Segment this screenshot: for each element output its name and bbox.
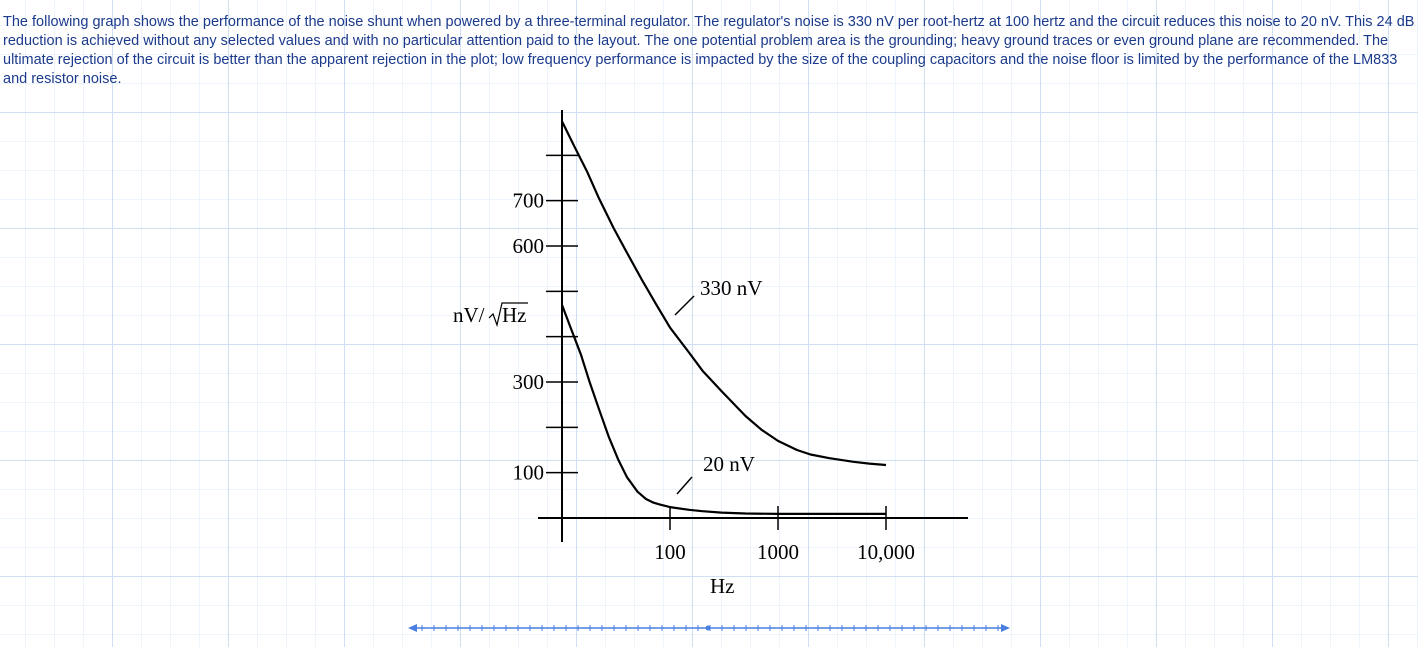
scrollbar-thumb[interactable] (705, 625, 711, 631)
arrow-left-icon[interactable] (408, 624, 417, 632)
chart-marks (560, 120, 887, 515)
horizontal-scrollbar[interactable] (408, 622, 1010, 634)
intro-paragraph: The following graph shows the performanc… (3, 14, 1415, 87)
y-tick-label: 700 (513, 189, 545, 213)
axes (538, 110, 968, 542)
arrow-right-icon[interactable] (1001, 624, 1010, 632)
y-tick-label: 300 (513, 370, 545, 394)
chart-labels: nV/ Hz Hz 100 300 600 700 100 1000 10,000 330 n… (453, 189, 915, 598)
series-line (560, 304, 886, 515)
scrollbar-ticks (421, 625, 999, 631)
series-leader-line (676, 476, 693, 495)
radical-sign (488, 302, 528, 328)
series-label: 20 nV (703, 452, 755, 476)
x-tick-label: 100 (654, 540, 686, 564)
y-tick-label: 100 (513, 461, 545, 485)
y-axis-title: nV/ (453, 303, 485, 327)
series-leader-line (674, 295, 695, 316)
series-line (561, 120, 887, 467)
series-label: 330 nV (700, 276, 762, 300)
y-axis-title-root: Hz (502, 303, 527, 327)
x-axis-title: Hz (710, 574, 735, 598)
y-tick-label: 600 (513, 234, 545, 258)
x-tick-label: 10,000 (857, 540, 915, 564)
x-tick-label: 1000 (757, 540, 799, 564)
